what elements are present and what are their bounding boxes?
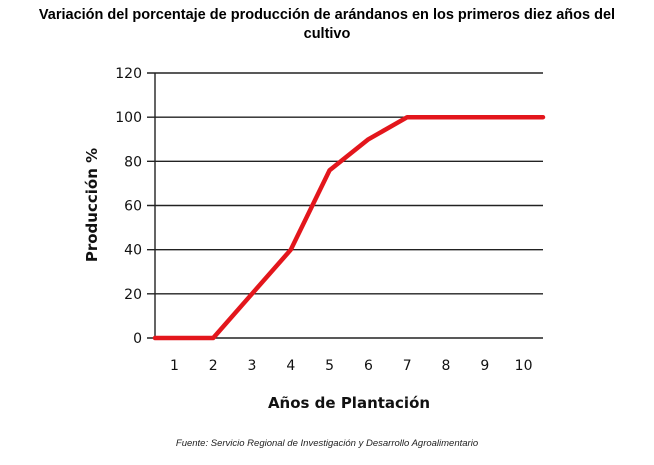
source-note: Fuente: Servicio Regional de Investigaci… xyxy=(175,438,479,449)
grid-lines xyxy=(147,72,543,339)
y-tick-label: 40 xyxy=(124,243,142,259)
x-tick-label: 6 xyxy=(364,358,373,374)
y-tick-label: 60 xyxy=(124,199,142,215)
y-tick-label: 0 xyxy=(133,331,142,347)
chart-title: Variación del porcentaje de producción d… xyxy=(0,6,654,44)
y-tick-label: 100 xyxy=(115,110,142,126)
x-tick-label: 8 xyxy=(442,358,451,374)
y-tick-label: 120 xyxy=(115,66,142,82)
x-axis-label: Años de Plantación xyxy=(268,394,430,412)
x-tick-label: 5 xyxy=(325,358,334,374)
x-tick-label: 1 xyxy=(170,358,179,374)
x-tick-label: 10 xyxy=(515,358,533,374)
x-tick-label: 7 xyxy=(403,358,412,374)
y-tick-label: 20 xyxy=(124,287,142,303)
series-line xyxy=(152,114,546,341)
x-tick-label: 3 xyxy=(248,358,257,374)
chart-title-line-1: Variación del porcentaje de producción d… xyxy=(38,7,616,23)
x-tick-label: 2 xyxy=(209,358,218,374)
x-tick-label: 9 xyxy=(480,358,489,374)
chart-title-line-2: cultivo xyxy=(303,26,351,42)
y-tick-label: 80 xyxy=(124,154,142,170)
x-tick-labels: 1 2 3 4 5 6 7 8 9 10 xyxy=(170,358,533,374)
x-tick-label: 4 xyxy=(286,358,295,374)
line-chart: 0 20 40 60 80 100 120 1 2 3 4 5 6 7 8 9 10 Producción %… xyxy=(83,66,546,412)
y-tick-labels: 0 20 40 60 80 100 120 xyxy=(115,66,142,347)
y-axis-label: Producción % xyxy=(83,148,101,262)
